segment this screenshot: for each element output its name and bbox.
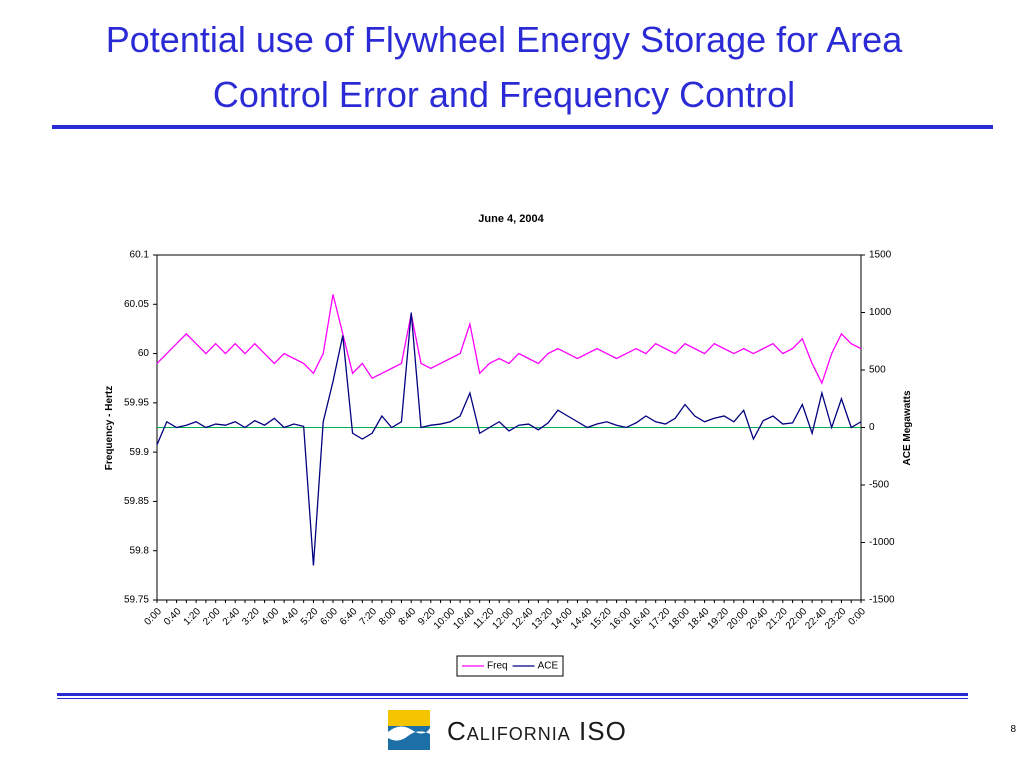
x-tick-label: 16:00 xyxy=(608,606,634,632)
x-tick-label: 6:40 xyxy=(338,606,360,628)
y-tick-label: 59.75 xyxy=(124,595,149,606)
x-tick-label: 4:00 xyxy=(260,606,282,628)
x-tick-label: 0:40 xyxy=(162,606,184,628)
x-tick-label: 1:20 xyxy=(182,606,204,628)
title-rule xyxy=(52,125,993,129)
x-tick-label: 18:00 xyxy=(667,606,693,632)
x-tick-label: 21:20 xyxy=(764,606,790,632)
y2-tick-label: -1500 xyxy=(869,595,895,606)
y-tick-label: 60 xyxy=(138,348,150,359)
x-tick-label: 14:40 xyxy=(569,606,595,632)
page-number: 8 xyxy=(1010,724,1016,735)
y2-tick-label: 0 xyxy=(869,422,875,433)
slide-title: Potential use of Flywheel Energy Storage… xyxy=(106,19,903,60)
x-tick-label: 23:20 xyxy=(823,606,849,632)
x-tick-label: 14:00 xyxy=(549,606,575,632)
x-tick-label: 4:40 xyxy=(279,606,301,628)
x-tick-label: 15:20 xyxy=(588,606,614,632)
x-tick-label: 13:20 xyxy=(530,606,556,632)
legend-label: ACE xyxy=(538,661,559,672)
x-tick-label: 17:20 xyxy=(647,606,673,632)
y-axis-label: Frequency - Hertz xyxy=(104,386,115,470)
x-tick-label: 2:00 xyxy=(201,606,223,628)
series-line xyxy=(156,294,862,385)
x-tick-label: 20:40 xyxy=(745,606,771,632)
legend-box xyxy=(456,655,564,677)
x-tick-label: 12:00 xyxy=(491,606,517,632)
x-tick-label: 0:00 xyxy=(846,606,868,628)
x-tick-label: 10:00 xyxy=(432,606,458,632)
y-tick-label: 59.85 xyxy=(124,496,149,507)
x-tick-label: 2:40 xyxy=(221,606,243,628)
y2-tick-label: -500 xyxy=(869,480,889,491)
y2-tick-label: -1000 xyxy=(869,537,895,548)
legend-label: Freq xyxy=(487,661,508,672)
footer-rule xyxy=(57,693,968,696)
y2-tick-label: 1000 xyxy=(869,307,892,318)
x-tick-label: 3:20 xyxy=(240,606,262,628)
x-tick-label: 7:20 xyxy=(358,606,380,628)
x-tick-label: 6:00 xyxy=(318,606,340,628)
slide-title: Control Error and Frequency Control xyxy=(213,74,795,115)
x-tick-label: 18:40 xyxy=(686,606,712,632)
y2-tick-label: 1500 xyxy=(869,250,892,261)
x-tick-label: 12:40 xyxy=(510,606,536,632)
y2-tick-label: 500 xyxy=(869,365,886,376)
logo-icon xyxy=(388,710,430,750)
y-tick-label: 60.1 xyxy=(130,250,150,261)
y-tick-label: 59.9 xyxy=(130,447,150,458)
logo-text: California ISO xyxy=(447,716,627,746)
y-tick-label: 59.95 xyxy=(124,397,149,408)
x-tick-label: 10:40 xyxy=(451,606,477,632)
x-tick-label: 20:00 xyxy=(725,606,751,632)
y-tick-label: 59.8 xyxy=(130,545,150,556)
x-tick-label: 22:00 xyxy=(784,606,810,632)
x-tick-label: 0:00 xyxy=(142,606,164,628)
x-tick-label: 16:40 xyxy=(627,606,653,632)
y2-axis-label: ACE Megawatts xyxy=(902,390,913,465)
x-tick-label: 22:40 xyxy=(803,606,829,632)
y-tick-label: 60.05 xyxy=(124,299,149,310)
x-tick-label: 19:20 xyxy=(706,606,732,632)
chart-title: June 4, 2004 xyxy=(478,213,544,225)
x-tick-label: 8:00 xyxy=(377,606,399,628)
x-tick-label: 5:20 xyxy=(299,606,321,628)
x-tick-label: 8:40 xyxy=(397,606,419,628)
series-line xyxy=(156,312,862,566)
footer-rule xyxy=(57,698,968,699)
